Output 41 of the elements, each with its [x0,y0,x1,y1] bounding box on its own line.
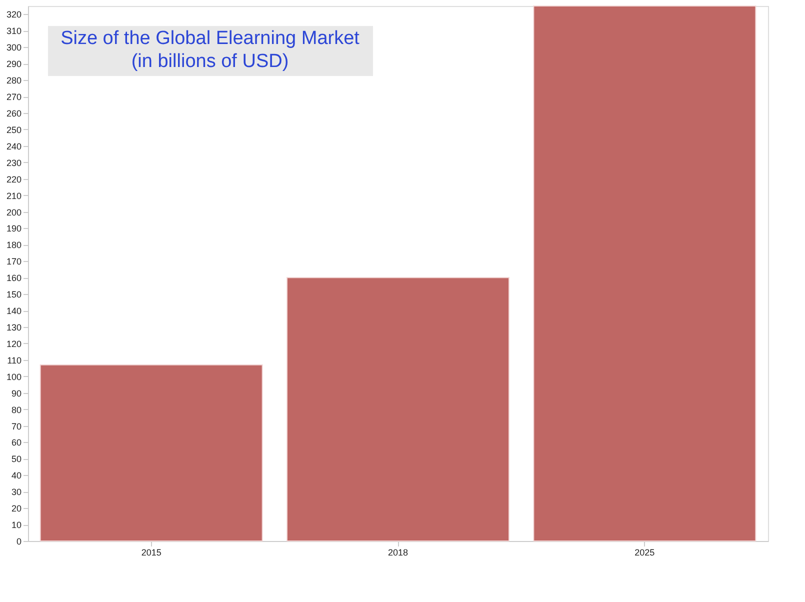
y-tick-label: 200 [6,207,22,218]
y-tick-label: 110 [7,355,22,366]
y-tick-label: 30 [11,487,22,498]
x-tick-label: 2018 [388,548,408,558]
y-tick-label: 320 [6,10,22,20]
x-tick-label: 2015 [141,548,162,558]
y-tick-label: 260 [6,108,22,118]
y-tick-label: 50 [11,454,22,464]
bar [286,277,510,542]
y-tick-label: 230 [6,158,22,168]
y-tick-label: 290 [6,59,22,70]
y-tick-label: 20 [11,504,22,514]
bar [533,6,756,542]
text: (in billions of USD) [131,51,289,72]
y-tick-label: 90 [11,388,22,398]
y-tick-label: 280 [6,76,22,86]
y-tick-label: 140 [6,306,22,316]
y-tick-label: 130 [6,322,22,332]
bar [40,364,263,542]
y-tick-label: 180 [6,240,22,250]
y-tick-label: 60 [11,438,22,448]
y-tick-label: 210 [6,190,22,201]
y-tick-label: 250 [6,124,22,135]
y-tick-label: 170 [6,256,22,267]
y-tick-label: 160 [6,273,22,284]
x-tick-label: 2025 [634,548,655,558]
y-tick-label: 300 [6,42,22,53]
y-tick-label: 310 [6,26,22,36]
y-tick-label: 120 [6,338,22,349]
y-tick-label: 270 [6,92,22,102]
y-tick-label: 10 [11,520,22,530]
y-tick-label: 80 [11,404,22,415]
y-tick-label: 150 [6,290,22,300]
y-tick-label: 40 [11,470,22,481]
y-tick-label: 70 [11,421,22,432]
y-tick-label: 240 [6,141,22,152]
y-tick-label: 220 [6,174,22,184]
y-tick-label: 100 [6,372,22,382]
text: Size of the Global Elearning Market [60,28,360,49]
y-tick-label: 0 [16,536,22,546]
y-tick-label: 190 [6,224,22,234]
